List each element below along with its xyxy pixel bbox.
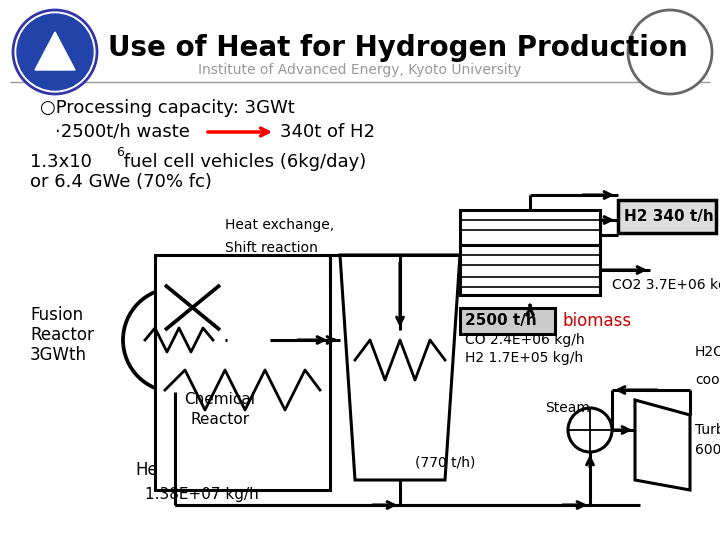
Text: 3GWth: 3GWth [30, 346, 87, 364]
Text: 1.38E+07 kg/h: 1.38E+07 kg/h [145, 488, 258, 503]
Polygon shape [340, 255, 460, 480]
Bar [460, 308, 555, 334]
Text: He: He [135, 461, 158, 479]
Text: CO2 3.7E+06 kg/h: CO2 3.7E+06 kg/h [612, 278, 720, 292]
Text: 2500 t/h: 2500 t/h [465, 314, 536, 328]
Text: Steam: Steam [545, 401, 590, 415]
Text: Shift reaction: Shift reaction [225, 241, 318, 255]
Text: Use of Heat for Hydrogen Production: Use of Heat for Hydrogen Production [108, 34, 688, 62]
Text: Heat exchange,: Heat exchange, [225, 218, 334, 232]
Polygon shape [635, 400, 690, 490]
Text: or 6.4 GWe (70% fc): or 6.4 GWe (70% fc) [30, 173, 212, 191]
Polygon shape [225, 310, 270, 370]
Bar [155, 255, 330, 490]
Text: Turbine: Turbine [695, 423, 720, 437]
Text: cooler: cooler [695, 373, 720, 387]
Text: biomass: biomass [563, 312, 632, 330]
Text: Reactor: Reactor [190, 413, 250, 428]
Bar [460, 245, 600, 295]
Text: 1.3x10: 1.3x10 [30, 153, 92, 171]
Text: Institute of Advanced Energy, Kyoto University: Institute of Advanced Energy, Kyoto Univ… [198, 63, 522, 77]
Circle shape [568, 408, 612, 452]
Circle shape [13, 10, 97, 94]
Bar [460, 210, 600, 245]
Text: (770 t/h): (770 t/h) [415, 455, 475, 469]
Text: ·2500t/h waste: ·2500t/h waste [55, 123, 190, 141]
Text: 340t of H2: 340t of H2 [280, 123, 375, 141]
Bar [618, 200, 716, 233]
Text: Reactor: Reactor [30, 326, 94, 344]
Circle shape [123, 288, 227, 392]
Text: 600℃: 600℃ [695, 443, 720, 457]
Text: H2 1.7E+05 kg/h: H2 1.7E+05 kg/h [465, 351, 583, 365]
Text: ○Processing capacity: 3GWt: ○Processing capacity: 3GWt [40, 99, 294, 117]
Text: Chemical: Chemical [184, 393, 256, 408]
Text: Fusion: Fusion [30, 306, 83, 324]
Text: H2 340 t/h: H2 340 t/h [624, 208, 714, 224]
Text: H2O: H2O [695, 345, 720, 359]
Text: CO 2.4E+06 kg/h: CO 2.4E+06 kg/h [465, 333, 585, 347]
Text: fuel cell vehicles (6kg/day): fuel cell vehicles (6kg/day) [118, 153, 366, 171]
Text: 6: 6 [116, 146, 124, 159]
Circle shape [17, 14, 93, 90]
Polygon shape [35, 32, 75, 70]
Circle shape [628, 10, 712, 94]
